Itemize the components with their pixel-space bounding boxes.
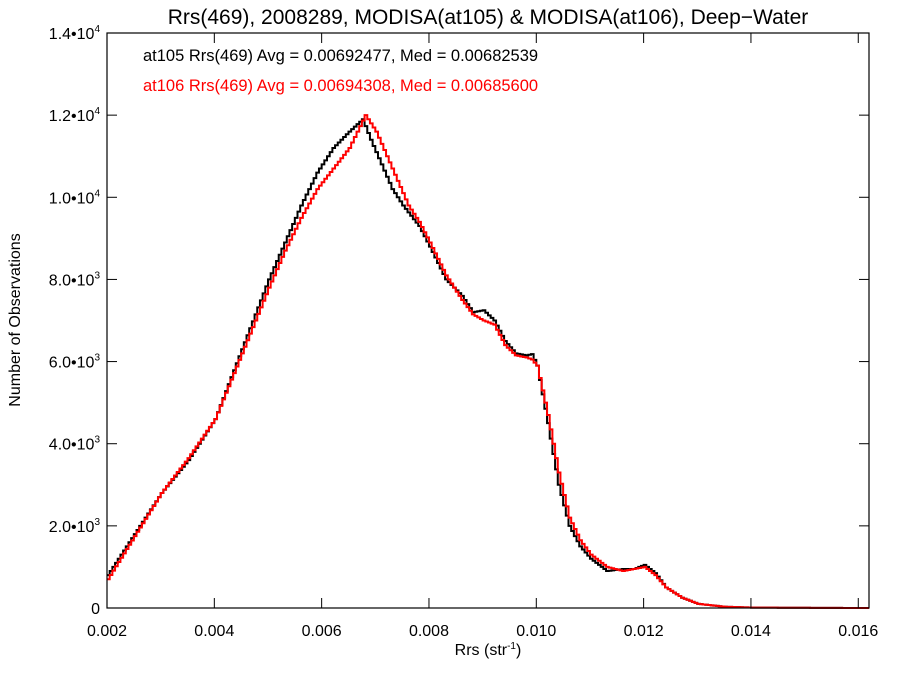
y-tick-label: 1.2•104 bbox=[49, 106, 101, 125]
annotation-at105: at105 Rrs(469) Avg = 0.00692477, Med = 0… bbox=[143, 47, 538, 65]
y-tick-exponent: 3 bbox=[94, 270, 100, 281]
y-tick-mantissa: 0 bbox=[91, 601, 100, 618]
y-tick-mantissa: 1.4•10 bbox=[49, 26, 95, 43]
y-tick-label: 0 bbox=[91, 601, 100, 618]
x-axis-label-base: Rrs (str bbox=[455, 642, 508, 659]
y-tick-exponent: 3 bbox=[94, 517, 100, 528]
y-tick-mantissa: 6.0•10 bbox=[49, 355, 95, 372]
x-axis-label-suffix: ) bbox=[516, 642, 521, 659]
x-tick-label: 0.008 bbox=[409, 623, 449, 640]
y-tick-exponent: 3 bbox=[94, 353, 100, 364]
x-tick-label: 0.016 bbox=[838, 623, 878, 640]
x-tick-label: 0.006 bbox=[302, 623, 342, 640]
y-tick-label: 2.0•103 bbox=[49, 517, 101, 536]
series-line-2 bbox=[107, 114, 869, 609]
plot-frame bbox=[106, 32, 870, 609]
y-tick-label: 4.0•103 bbox=[49, 435, 101, 454]
x-axis-label-exponent: -1 bbox=[507, 641, 516, 652]
y-tick-mantissa: 1.2•10 bbox=[49, 108, 95, 125]
axes-layer bbox=[106, 32, 870, 609]
x-tick-label: 0.012 bbox=[624, 623, 664, 640]
series-line-1 bbox=[107, 118, 869, 609]
y-tick-label: 1.4•104 bbox=[49, 24, 101, 43]
y-tick-label: 6.0•103 bbox=[49, 353, 101, 372]
y-tick-exponent: 4 bbox=[94, 106, 100, 117]
annotation-at106: at106 Rrs(469) Avg = 0.00694308, Med = 0… bbox=[143, 77, 538, 95]
y-tick-exponent: 4 bbox=[94, 188, 100, 199]
y-axis-label: Number of Observations bbox=[7, 233, 24, 406]
y-tick-exponent: 4 bbox=[94, 24, 100, 35]
x-axis-label: Rrs (str-1) bbox=[455, 641, 522, 659]
y-tick-mantissa: 1.0•10 bbox=[49, 190, 95, 207]
y-tick-mantissa: 8.0•10 bbox=[49, 272, 95, 289]
x-tick-label: 0.004 bbox=[194, 623, 234, 640]
y-tick-mantissa: 2.0•10 bbox=[49, 519, 95, 536]
ticks-layer: 0.002 0.004 0.006 0.008 0.010 0.012 0.014 0.016… bbox=[49, 24, 879, 640]
x-tick-label: 0.010 bbox=[516, 623, 556, 640]
y-tick-mantissa: 4.0•10 bbox=[49, 437, 95, 454]
y-tick-label: 8.0•103 bbox=[49, 270, 101, 289]
x-tick-label: 0.002 bbox=[87, 623, 127, 640]
series-layer bbox=[107, 114, 869, 609]
y-tick-exponent: 3 bbox=[94, 435, 100, 446]
y-tick-label: 1.0•104 bbox=[49, 188, 101, 207]
chart-title: Rrs(469), 2008289, MODISA(at105) & MODIS… bbox=[168, 6, 809, 29]
x-tick-label: 0.014 bbox=[731, 623, 771, 640]
